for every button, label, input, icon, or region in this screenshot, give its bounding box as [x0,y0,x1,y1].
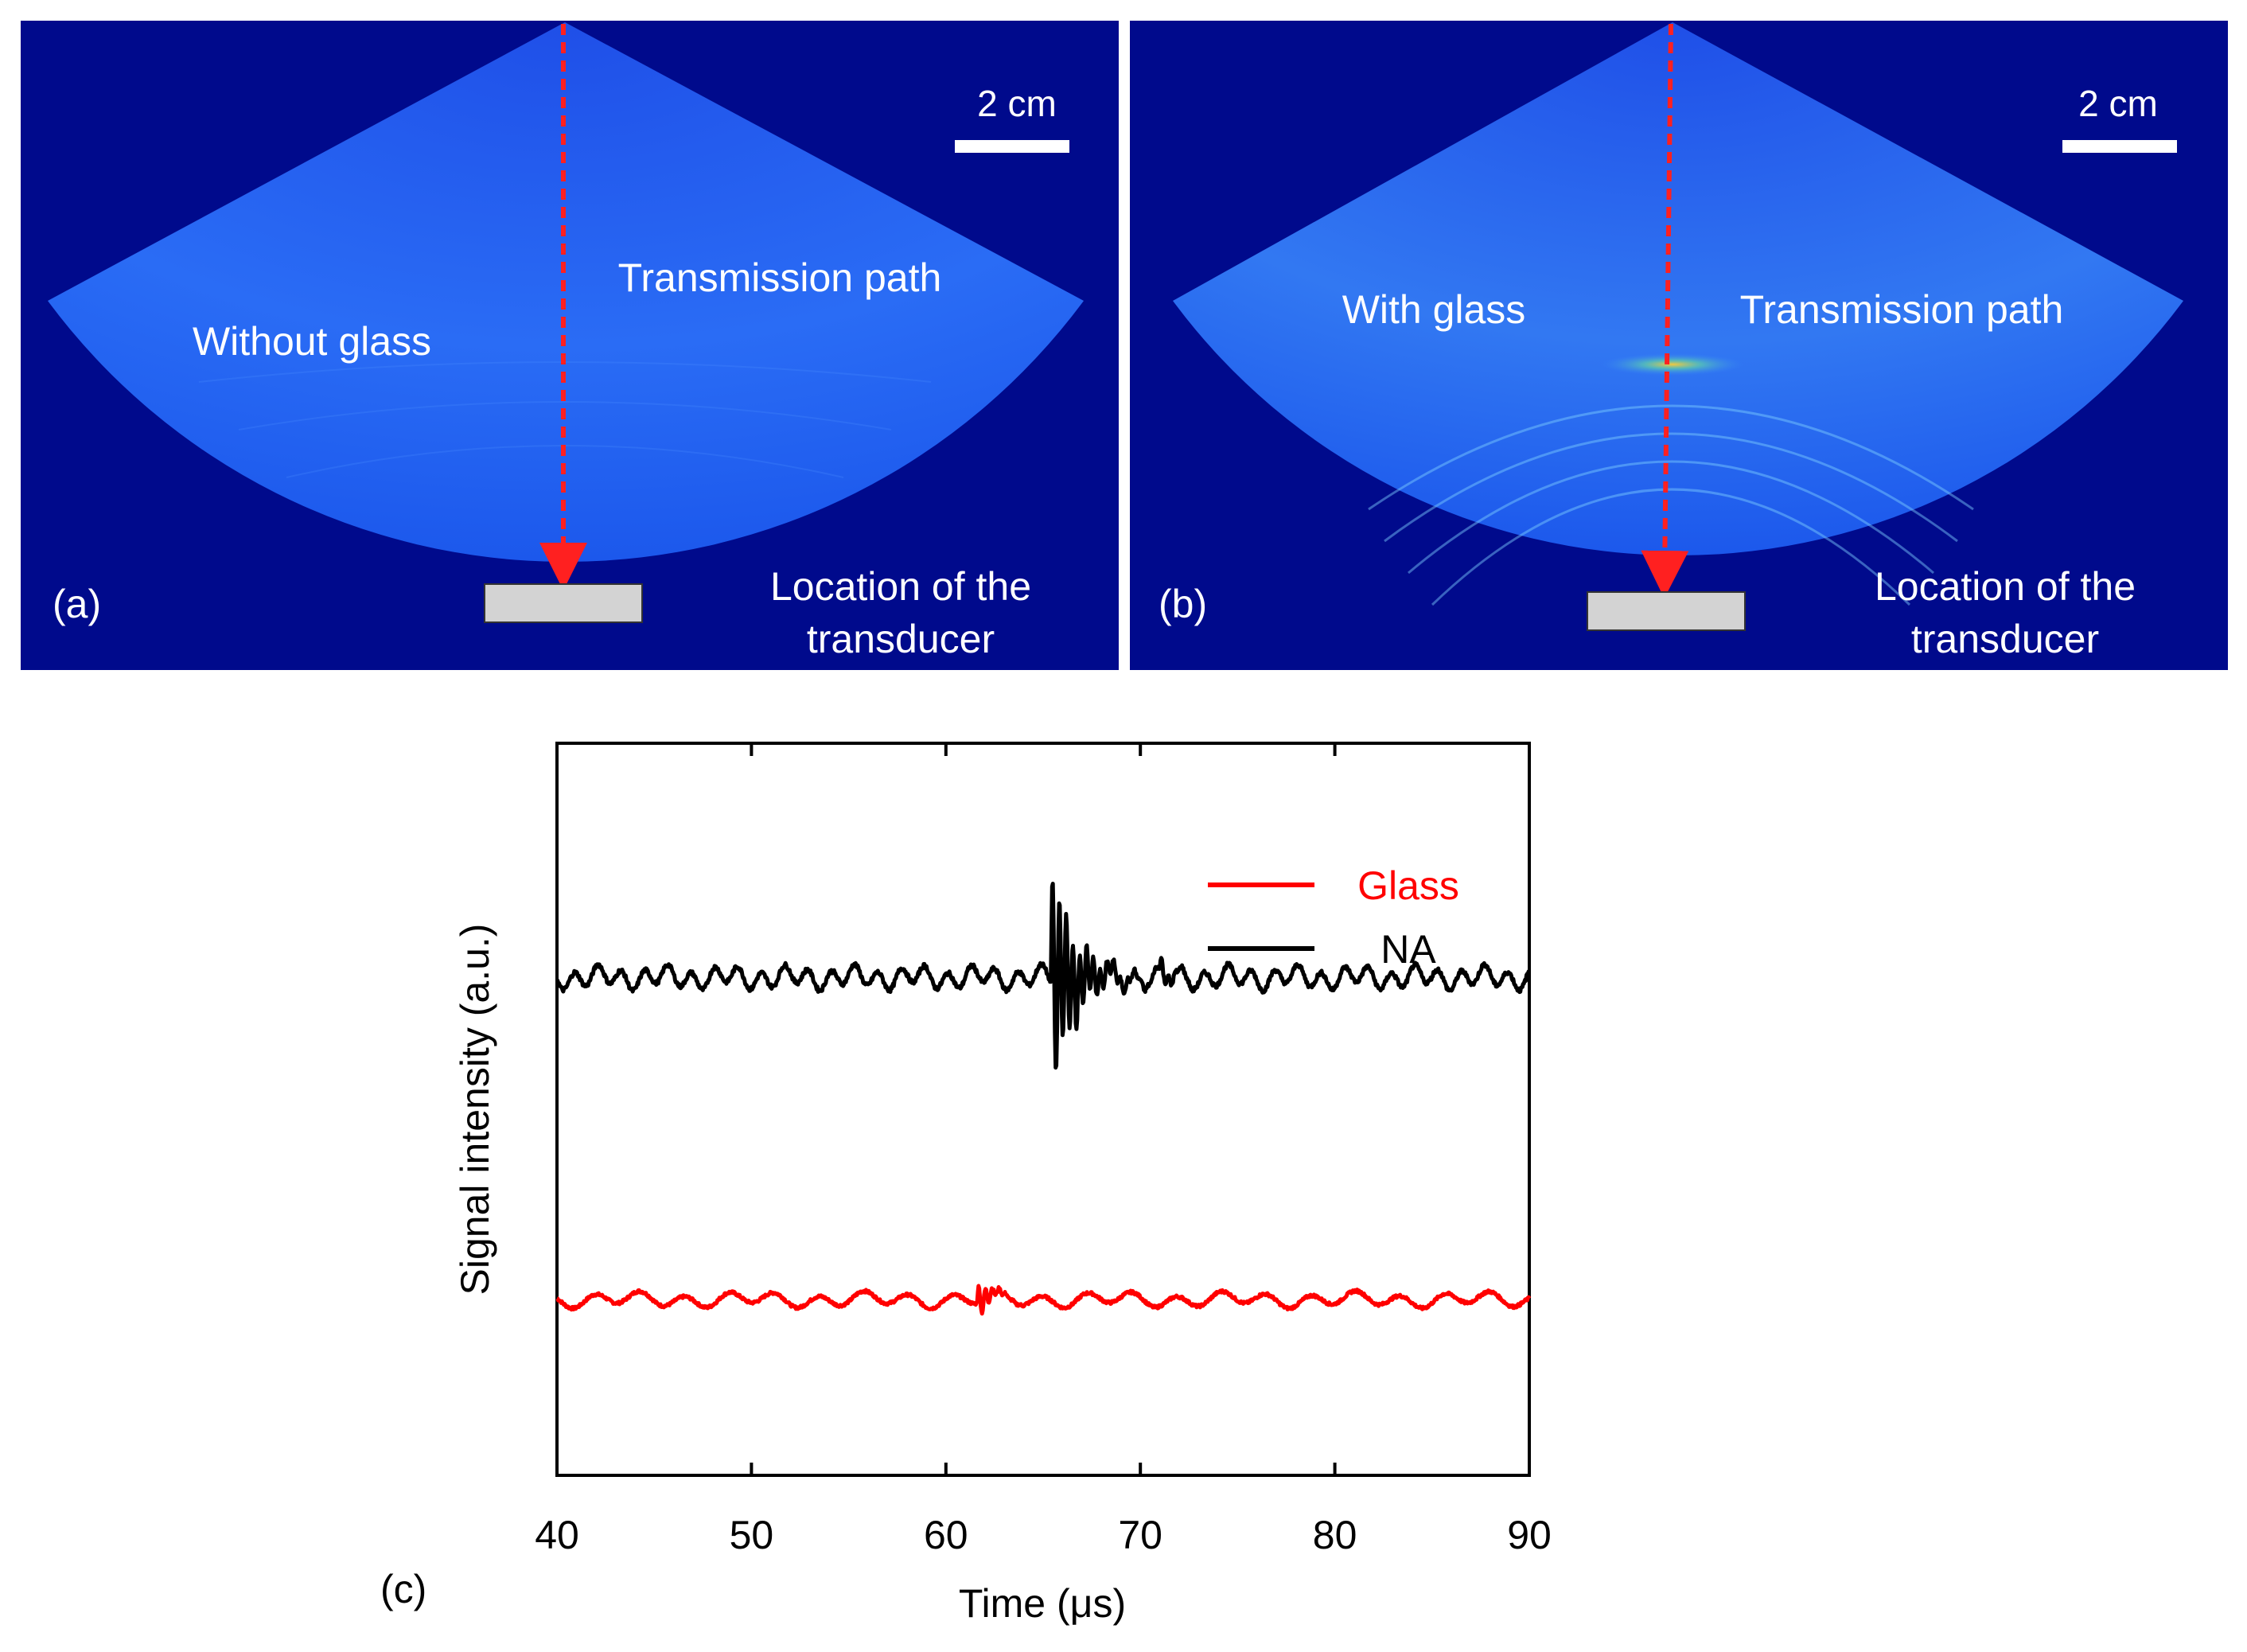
legend-label-glass: Glass [1357,863,1459,908]
panel-a-scale-bar [955,140,1069,153]
x-axis-label: Time (μs) [959,1581,1126,1626]
x-tick-label-80: 80 [1313,1513,1357,1557]
panel-a-transducer-label-1: Location of the [770,564,1031,609]
panel-b-transducer-label-1: Location of the [1875,564,2136,609]
plot-frame [555,742,1531,1477]
panel-b-transmission-arrow [1641,23,1689,598]
x-tick-label-50: 50 [730,1513,774,1557]
x-axis-ticks: 40 50 60 70 80 90 [535,743,1552,1557]
legend-label-na: NA [1381,927,1436,972]
panel-a-sonogram-fan [48,22,1084,563]
panel-a-label: (a) [53,582,101,626]
panel-b-scale-bar [2062,140,2177,153]
y-axis-label: Signal intensity (a.u.) [453,924,497,1295]
panel-b-path-label: Transmission path [1740,287,2064,332]
series-layer [555,882,1532,1316]
panel-b-arcs [1368,404,1974,606]
panel-a-transducer [484,583,643,623]
panel-a: 2 cm Without glass Transmission path (a)… [21,21,1119,670]
panel-c-chart: 40 50 60 70 80 90 Glass NA Time (μs) Signal in… [380,742,1552,1626]
panel-a-scale-label: 2 cm [977,83,1057,124]
panel-a-condition-label: Without glass [193,319,431,364]
panel-b: 2 cm With glass Transmission path (b) Lo… [1130,21,2228,670]
panel-b-condition-label: With glass [1342,287,1526,332]
legend: Glass NA [1208,863,1459,972]
x-tick-label-70: 70 [1118,1513,1162,1557]
panel-b-scale-label: 2 cm [2078,83,2158,124]
panel-c-label: (c) [380,1567,426,1611]
panel-b-sonogram-fan [1173,22,2183,556]
panel-a-transducer-label-2: transducer [807,617,995,661]
panel-b-hotspot [1601,353,1744,376]
x-tick-label-90: 90 [1507,1513,1552,1557]
panel-b-transducer [1587,591,1746,631]
x-tick-label-40: 40 [535,1513,579,1557]
series-line-glass [555,1284,1532,1316]
series-line-na [555,882,1531,1070]
x-tick-label-60: 60 [924,1513,968,1557]
panel-b-transducer-label-2: transducer [1911,617,2099,661]
panel-a-path-label: Transmission path [618,255,942,300]
panel-b-label: (b) [1159,582,1207,626]
